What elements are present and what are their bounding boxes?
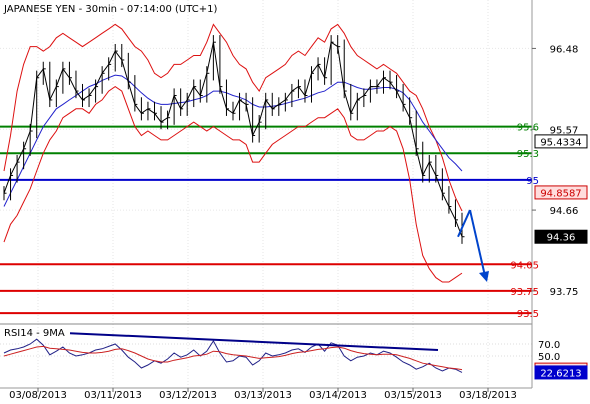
price-axis-ticks: 96.48 95.57 94.66 93.75 — [532, 44, 579, 298]
rsi-axis-ticks: 70.050.0 — [538, 340, 560, 363]
price-tag-box — [534, 365, 588, 380]
price-tag-label: 22.6213 — [540, 368, 581, 379]
rsi-panel-label: RSI14 - 9MA — [4, 328, 65, 339]
price-tag-label: 94.8587 — [540, 188, 581, 199]
level-label: 93.75 — [510, 287, 539, 298]
chart-title: JAPANESE YEN - 30min - 07:14:00 (UTC+1) — [3, 4, 217, 15]
level-label: 94.05 — [510, 260, 539, 271]
price-tag-box — [534, 134, 588, 149]
level-label: 95.3 — [517, 149, 539, 160]
forecast-arrowhead — [479, 271, 489, 283]
rsi-tick-label: 50.0 — [538, 352, 560, 363]
level-lines — [0, 125, 532, 315]
rsi-ma-line — [3, 345, 463, 371]
price-tag-label: 94.36 — [547, 233, 576, 244]
level-label: 95 — [526, 176, 539, 187]
rsi-trendline — [69, 332, 439, 351]
x-tick-label: 03/13/2013 — [234, 390, 292, 400]
x-tick-label: 03/12/2013 — [159, 390, 217, 400]
upper-bollinger-band — [3, 23, 463, 212]
price-tag-label: 95.4334 — [540, 137, 581, 148]
forecast-segment — [469, 209, 486, 277]
price-tick-label: 96.48 — [550, 44, 579, 55]
x-tick-label: 03/18/2013 — [459, 390, 517, 400]
x-tick-label: 03/15/2013 — [384, 390, 442, 400]
price-line — [3, 41, 463, 237]
level-labels: 95.6 95.3 95 94.05 93.75 93.5 — [510, 123, 539, 321]
level-label: 93.5 — [517, 309, 539, 320]
x-tick-label: 03/14/2013 — [309, 390, 367, 400]
price-tick-label: 95.57 — [550, 125, 579, 136]
price-tag-box — [534, 185, 588, 200]
price-tick-label: 94.66 — [550, 206, 579, 217]
moving-average-line — [3, 74, 463, 207]
lower-bollinger-band — [3, 85, 463, 283]
x-tick-label: 03/08/2013 — [9, 390, 67, 400]
x-tick-label: 03/11/2013 — [84, 390, 142, 400]
forecast-arrow — [457, 209, 489, 283]
price-tick-label: 93.75 — [550, 287, 579, 298]
level-label: 95.6 — [517, 123, 539, 134]
forecast-segment — [457, 209, 471, 238]
x-axis-labels: 03/08/2013 03/11/2013 03/12/2013 03/13/2013… — [9, 388, 517, 401]
rsi-line — [3, 338, 463, 373]
rsi-tick-label: 70.0 — [538, 340, 560, 351]
price-tag-box — [534, 229, 588, 244]
